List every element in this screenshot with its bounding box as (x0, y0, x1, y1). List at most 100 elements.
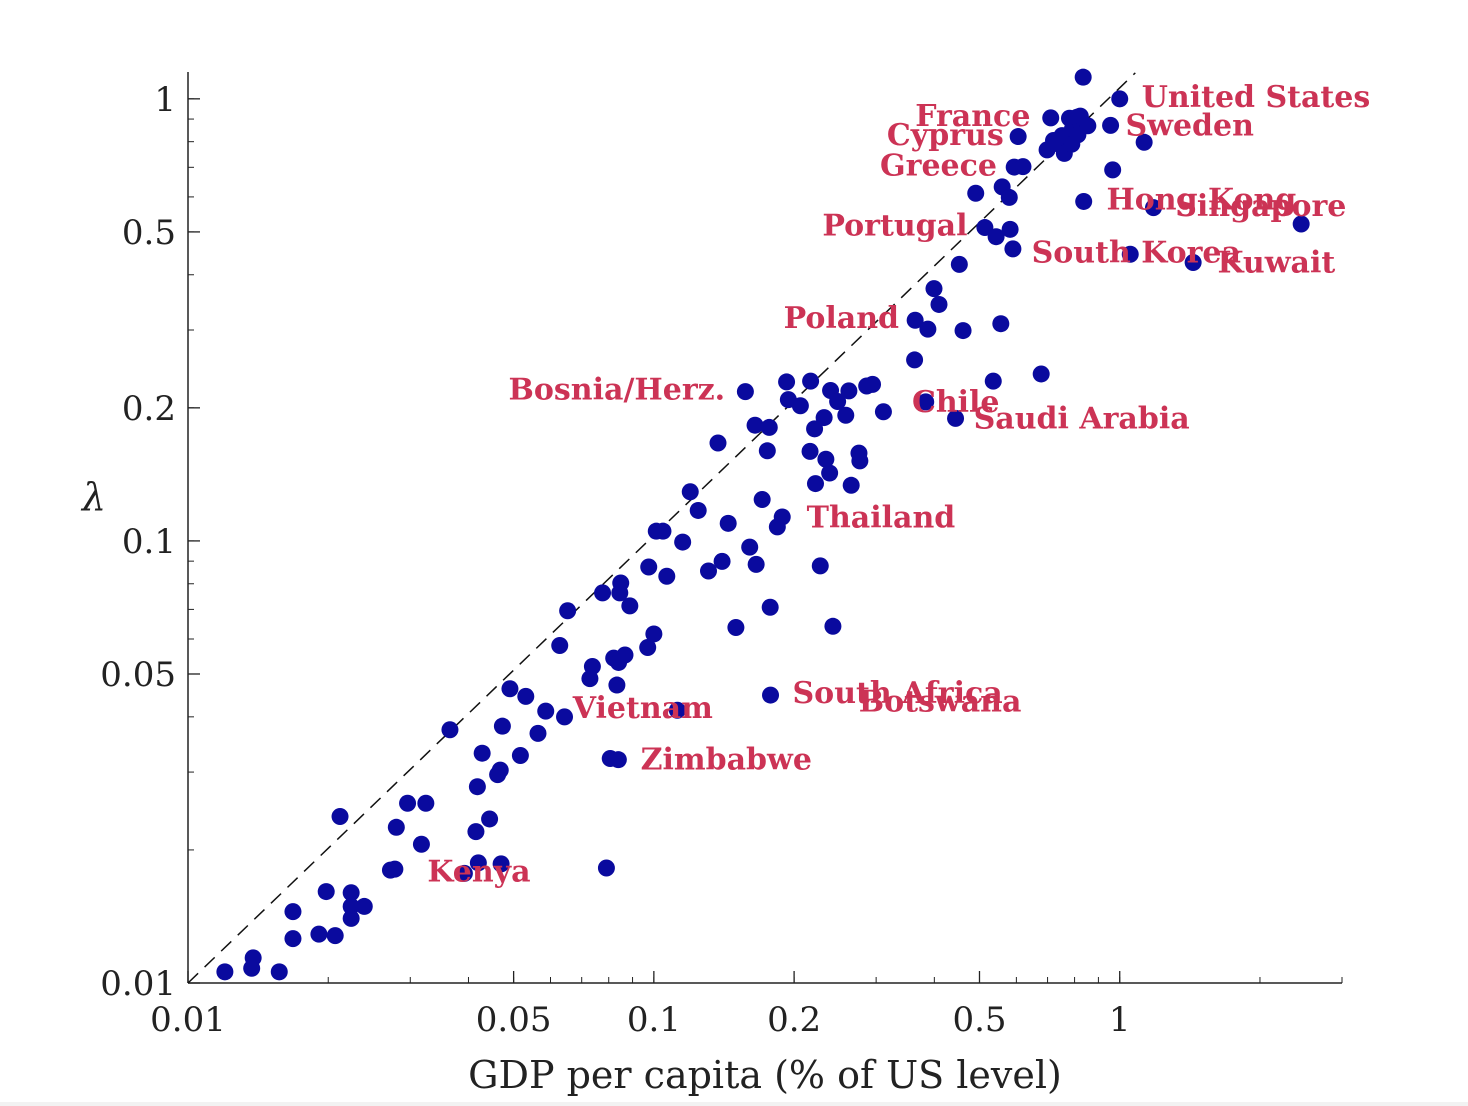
data-point (719, 514, 737, 532)
y-axis-label: λ (80, 475, 106, 519)
data-point (493, 717, 511, 735)
data-point (317, 883, 335, 901)
data-point (864, 375, 882, 393)
data-point (612, 574, 630, 592)
data-point (468, 778, 486, 796)
country-label: Botswana (859, 684, 1022, 719)
country-label: Chile (912, 385, 1000, 420)
data-point (747, 555, 765, 573)
data-point (746, 416, 764, 434)
data-point (817, 450, 835, 468)
data-point (806, 420, 824, 438)
x-tick-label: 0.01 (150, 1000, 226, 1040)
data-point (699, 562, 717, 580)
data-point (609, 751, 627, 769)
data-point (1000, 188, 1018, 206)
data-point (342, 897, 360, 915)
data-point (399, 794, 417, 812)
data-point (597, 859, 615, 877)
data-point (762, 686, 780, 704)
data-point (216, 963, 234, 981)
data-point (537, 702, 555, 720)
data-point (987, 228, 1005, 246)
data-point (594, 584, 612, 602)
data-point (801, 442, 819, 460)
data-point (529, 724, 547, 742)
country-label: Cyprus (887, 118, 1004, 153)
data-point (824, 617, 842, 635)
data-point (1111, 90, 1129, 108)
data-point (1014, 158, 1032, 176)
data-point (806, 475, 824, 493)
y-tick-label: 0.05 (100, 655, 176, 695)
country-label: Vietnam (572, 691, 713, 726)
data-point (511, 747, 529, 765)
data-point (387, 818, 405, 836)
data-point (551, 637, 569, 655)
data-point (950, 255, 968, 273)
data-point (741, 538, 759, 556)
data-point (331, 808, 349, 826)
x-tick-label: 0.05 (476, 1000, 552, 1040)
data-point (1145, 199, 1163, 217)
data-point (753, 490, 771, 508)
data-point (851, 452, 869, 470)
x-ticks: 0.01 0.05 0.1 0.2 0.5 1 (150, 971, 1131, 1040)
data-point (608, 676, 626, 694)
data-point (954, 322, 972, 340)
data-point (640, 558, 658, 576)
data-point (1292, 215, 1310, 233)
data-point (284, 903, 302, 921)
data-point (821, 464, 839, 482)
data-point (1009, 128, 1027, 146)
data-point (1032, 365, 1050, 383)
data-point (244, 949, 262, 967)
country-label: South Africa (793, 676, 1003, 711)
data-point (621, 597, 639, 615)
data-point (639, 638, 657, 656)
data-point (1135, 133, 1153, 151)
minor-ticks (187, 98, 1343, 984)
country-label: Kenya (427, 854, 530, 889)
data-point (811, 557, 829, 575)
data-point (481, 810, 499, 828)
data-point (326, 927, 344, 945)
data-point (469, 854, 487, 872)
data-point (658, 567, 676, 585)
data-point (758, 442, 776, 460)
data-point (1184, 254, 1202, 272)
x-axis-label: GDP per capita (% of US level) (468, 1053, 1062, 1097)
data-point (492, 855, 510, 873)
bottom-strip (0, 1102, 1468, 1106)
y-tick-label: 1 (154, 80, 176, 120)
data-point (473, 744, 491, 762)
data-point (355, 897, 373, 915)
data-point (1121, 245, 1139, 263)
country-label: Bosnia/Herz. (509, 372, 726, 407)
y-ticks: 0.01 0.05 0.1 0.2 0.5 1 (100, 80, 200, 1004)
data-point (736, 383, 754, 401)
data-point (840, 382, 858, 400)
data-point (668, 701, 686, 719)
data-point (1001, 220, 1019, 238)
data-point (815, 409, 833, 427)
y-tick-label: 0.01 (100, 964, 176, 1004)
data-point (1004, 240, 1022, 258)
data-point (919, 320, 937, 338)
country-label: Greece (880, 148, 997, 183)
data-point (837, 406, 855, 424)
data-point (992, 315, 1010, 333)
data-point (270, 963, 288, 981)
data-point (467, 823, 485, 841)
data-point (689, 501, 707, 519)
data-point (1075, 192, 1093, 210)
data-point (778, 373, 796, 391)
data-point (713, 552, 731, 570)
data-point (441, 721, 459, 739)
country-label: Portugal (822, 208, 967, 243)
country-label: Zimbabwe (641, 743, 812, 778)
data-point (681, 483, 699, 501)
country-label: Thailand (807, 500, 956, 535)
